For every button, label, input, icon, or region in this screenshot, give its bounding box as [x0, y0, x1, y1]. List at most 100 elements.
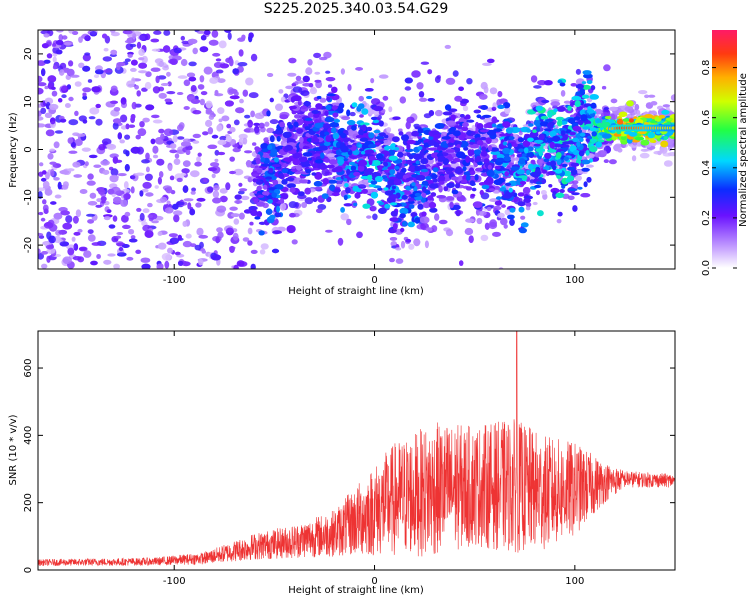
- spectrogram-cell: [504, 171, 510, 177]
- spectrogram-cell: [83, 250, 92, 258]
- top-x-tick-label: 0: [371, 275, 377, 286]
- spectrogram-cell: [311, 110, 320, 114]
- spectrogram-cell: [496, 153, 505, 159]
- spectrogram-cell: [234, 194, 242, 200]
- spectrogram-cell: [138, 57, 145, 61]
- spectrogram-cell: [66, 244, 76, 250]
- spectrogram-cell: [390, 210, 398, 217]
- spectrogram-cell: [579, 88, 585, 95]
- spectrogram-cell: [264, 121, 270, 127]
- spectrogram-cell: [164, 260, 170, 269]
- spectrogram-cell: [368, 156, 377, 161]
- spectrogram-cell: [429, 173, 438, 179]
- spectrogram-cell: [115, 235, 122, 239]
- spectrogram-cell: [261, 148, 269, 153]
- spectrogram-cell: [585, 138, 590, 142]
- spectrogram-cell: [250, 249, 258, 254]
- spectrogram-cell: [41, 177, 47, 182]
- spectrogram-cell: [77, 256, 85, 263]
- spectrogram-cell: [537, 210, 544, 217]
- spectrogram-cell: [91, 86, 101, 93]
- spectrogram-cell: [169, 58, 178, 65]
- spectrogram-cell: [419, 150, 425, 157]
- spectrogram-cell: [107, 253, 116, 257]
- spectrogram-cell: [603, 107, 609, 111]
- spectrogram-cell: [444, 44, 451, 49]
- spectrogram-cell: [356, 231, 363, 239]
- spectrogram-cell: [574, 100, 581, 108]
- spectrogram-cell: [176, 177, 183, 183]
- spectrogram-cell: [346, 157, 352, 162]
- spectrogram-cell: [181, 168, 190, 174]
- spectrogram-cell: [187, 38, 198, 45]
- spectrogram-cell: [505, 182, 512, 186]
- spectrogram-cell: [479, 189, 484, 196]
- spectrogram-cell: [258, 122, 265, 129]
- spectrogram-cell: [160, 196, 168, 203]
- spectrogram-cell: [38, 87, 44, 95]
- spectrogram-cell: [608, 159, 617, 165]
- spectrogram-cell: [242, 89, 248, 97]
- spectrogram-cell: [197, 84, 205, 90]
- spectrogram-cell: [91, 242, 102, 246]
- spectrogram-cell: [176, 92, 184, 95]
- spectrogram-cell: [289, 187, 296, 193]
- spectrogram-cell: [436, 195, 447, 199]
- spectrogram-cell: [522, 140, 531, 148]
- spectrogram-cell: [520, 215, 526, 220]
- spectrogram-cell: [199, 46, 209, 53]
- spectrogram-cell: [552, 190, 557, 199]
- spectrogram-cell: [49, 161, 57, 165]
- spectrogram-cell: [260, 243, 269, 250]
- spectrogram-cell: [557, 119, 563, 127]
- spectrogram-cell: [493, 128, 503, 132]
- spectrogram-cell: [247, 240, 253, 246]
- spectrogram-cell: [462, 122, 469, 128]
- spectrogram-cell: [308, 130, 316, 135]
- spectrogram-cell: [482, 62, 492, 66]
- spectrogram-cell: [469, 180, 476, 187]
- spectrogram-cell: [536, 190, 540, 196]
- spectrogram-cell: [526, 128, 531, 133]
- spectrogram-cell: [535, 105, 544, 112]
- spectrogram-cell: [45, 244, 55, 250]
- spectrogram-cell: [141, 159, 150, 164]
- spectrogram-cell: [218, 118, 223, 123]
- spectrogram-cell: [269, 214, 276, 220]
- spectrogram-cell: [527, 137, 534, 142]
- spectrogram-cell: [530, 75, 538, 83]
- spectrogram-cell: [211, 134, 219, 139]
- spectrogram-cell: [139, 33, 149, 42]
- spectrogram-cell: [539, 121, 550, 127]
- spectrogram-cell: [278, 89, 284, 94]
- spectrogram-cell: [492, 231, 501, 237]
- spectrogram-cell: [196, 156, 201, 163]
- spectrogram-cell: [533, 143, 541, 147]
- spectrogram-cell: [110, 30, 116, 34]
- spectrogram-cell: [536, 127, 541, 132]
- spectrogram-cell: [247, 227, 253, 235]
- spectrogram-cell: [192, 110, 202, 115]
- spectrogram-cell: [388, 194, 399, 200]
- spectrogram-cell: [130, 175, 136, 180]
- spectrogram-cell: [331, 86, 338, 94]
- spectrogram-cell: [145, 192, 154, 197]
- spectrogram-cell: [120, 97, 127, 105]
- spectrogram-cell: [580, 114, 588, 122]
- spectrogram-cell: [233, 168, 244, 176]
- spectrogram-cell: [196, 227, 204, 236]
- spectrogram-cell: [207, 127, 214, 135]
- spectrogram-cell: [313, 180, 323, 187]
- spectrogram-cell: [346, 109, 351, 117]
- spectrogram-cell: [663, 136, 669, 140]
- spectrogram-cell: [167, 247, 173, 254]
- spectrogram-cell: [190, 98, 201, 104]
- spectrogram-cell: [164, 207, 174, 214]
- spectrogram-cell: [578, 150, 585, 157]
- spectrogram-cell: [278, 173, 284, 179]
- spectrogram-cell: [288, 171, 293, 175]
- spectrogram-cell: [402, 160, 407, 164]
- spectrogram-cell: [321, 168, 330, 177]
- spectrogram-cell: [200, 35, 207, 41]
